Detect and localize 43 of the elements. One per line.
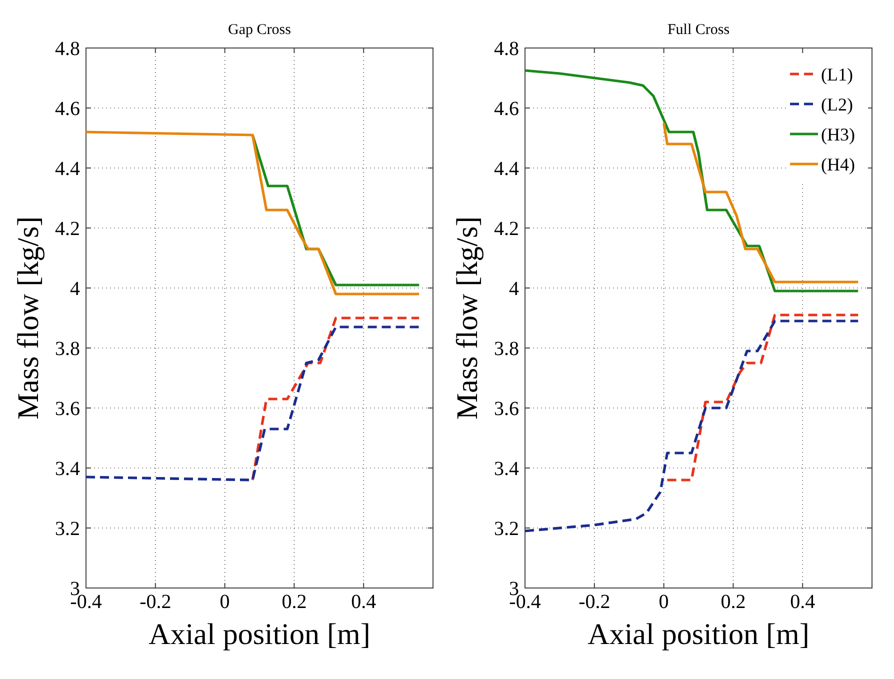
x-tick-label: 0.2 bbox=[720, 591, 746, 613]
y-axis-title: Mass flow [kg/s] bbox=[12, 216, 45, 420]
chart-title: Gap Cross bbox=[228, 22, 292, 38]
x-tick-label: 0 bbox=[220, 591, 230, 613]
y-tick-label: 3.2 bbox=[494, 518, 519, 540]
y-tick-label: 4 bbox=[509, 278, 519, 300]
line-series bbox=[251, 316, 420, 482]
y-tick-label: 4 bbox=[70, 278, 80, 300]
line-series bbox=[662, 122, 860, 284]
line-series bbox=[84, 326, 420, 482]
x-tick-label: -0.2 bbox=[578, 591, 610, 613]
legend-label: (H4) bbox=[821, 154, 855, 174]
y-tick-label: 3.6 bbox=[494, 398, 519, 420]
y-tick-label: 4.2 bbox=[55, 218, 80, 240]
y-tick-label: 4.2 bbox=[494, 218, 519, 240]
y-tick-label: 4.6 bbox=[494, 98, 519, 120]
line-series bbox=[524, 320, 860, 532]
legend-label: (H3) bbox=[821, 124, 855, 144]
line-series bbox=[524, 69, 860, 292]
legend-label: (L1) bbox=[821, 64, 853, 84]
x-axis-title: Axial position [m] bbox=[148, 618, 370, 651]
y-tick-label: 4.8 bbox=[494, 38, 519, 60]
y-axis-title: Mass flow [kg/s] bbox=[451, 216, 484, 420]
y-tick-label: 3.4 bbox=[494, 458, 519, 480]
line-series bbox=[84, 130, 420, 296]
y-tick-label: 3.4 bbox=[55, 458, 80, 480]
y-tick-label: 3.8 bbox=[55, 338, 80, 360]
y-tick-label: 3.2 bbox=[55, 518, 80, 540]
x-axis-title: Axial position [m] bbox=[588, 618, 810, 651]
x-tick-label: 0.4 bbox=[790, 591, 816, 613]
y-tick-label: 3.8 bbox=[494, 338, 519, 360]
x-tick-label: -0.2 bbox=[140, 591, 172, 613]
legend-label: (L2) bbox=[821, 94, 853, 114]
line-series bbox=[666, 314, 860, 482]
x-tick-label: 0 bbox=[658, 591, 669, 613]
y-tick-label: 4.4 bbox=[55, 158, 80, 180]
y-tick-label: 4.8 bbox=[55, 38, 80, 60]
x-tick-label: 0.4 bbox=[351, 591, 376, 613]
y-tick-label: 3.6 bbox=[55, 398, 80, 420]
y-tick-label: 4.4 bbox=[494, 158, 519, 180]
y-tick-label: 4.6 bbox=[55, 98, 80, 120]
chart-title: Full Cross bbox=[667, 22, 730, 38]
x-tick-label: 0.2 bbox=[282, 591, 307, 613]
